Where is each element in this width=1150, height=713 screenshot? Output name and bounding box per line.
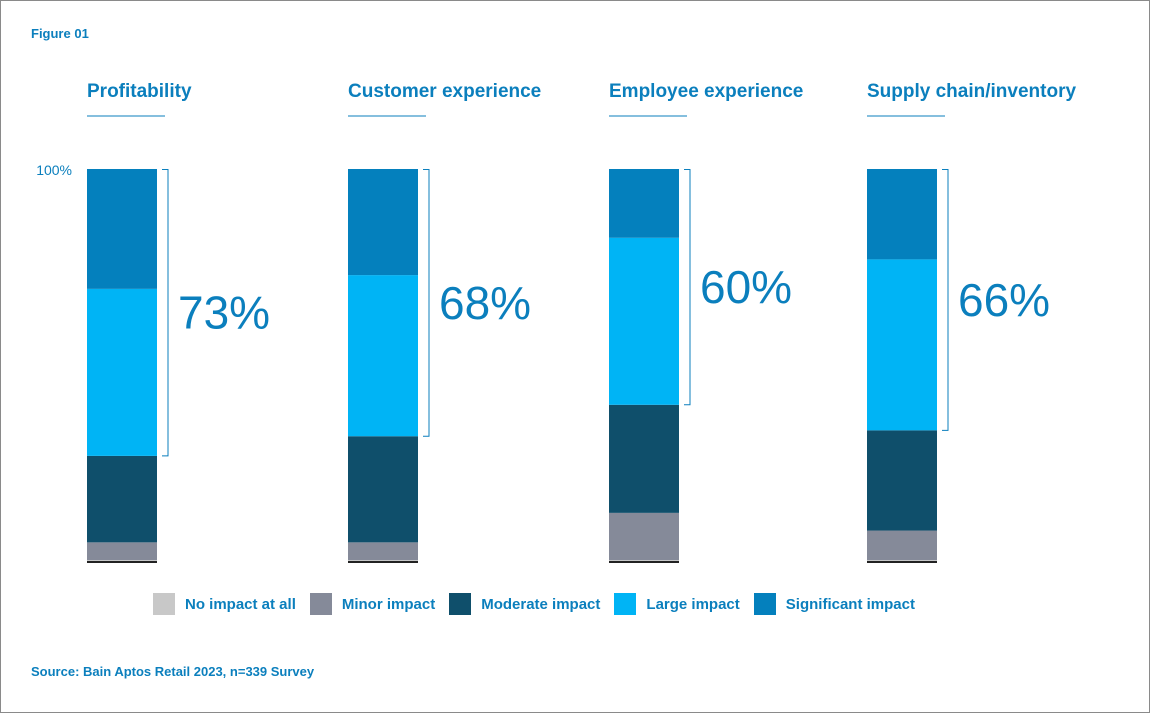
bar-segment-profitability-minor-impact xyxy=(87,542,157,561)
legend-label-moderate-impact: Moderate impact xyxy=(481,595,601,613)
bar-segment-customer-experience-minor-impact xyxy=(348,542,418,561)
bracket-profitability xyxy=(162,169,169,457)
combined-percent-profitability: 73% xyxy=(178,287,270,339)
combined-percent-supply-chain-inventory: 66% xyxy=(958,274,1050,326)
category-title-customer-experience: Customer experience xyxy=(348,81,541,102)
category-title-profitability: Profitability xyxy=(87,81,192,102)
bar-segment-profitability-large-impact xyxy=(87,288,157,456)
legend-label-significant-impact: Significant impact xyxy=(785,595,915,613)
bar-segment-supply-chain-inventory-moderate-impact xyxy=(867,430,937,531)
bar-segment-profitability-significant-impact xyxy=(87,169,157,289)
bracket-employee-experience xyxy=(684,169,691,406)
bar-segment-employee-experience-moderate-impact xyxy=(609,404,679,513)
legend-item-no-impact-at-all: No impact at all xyxy=(153,593,296,615)
figure-label: Figure 01 xyxy=(31,26,89,41)
bar-segment-customer-experience-significant-impact xyxy=(348,169,418,276)
legend-item-large-impact: Large impact xyxy=(614,593,740,615)
bracket-supply-chain-inventory xyxy=(942,169,949,431)
legend-swatch-large-impact xyxy=(614,593,637,615)
legend-swatch-no-impact-at-all xyxy=(153,593,175,615)
category-title-employee-experience: Employee experience xyxy=(609,81,803,102)
legend-item-significant-impact: Significant impact xyxy=(753,593,915,615)
bar-segment-profitability-moderate-impact xyxy=(87,455,157,543)
category-title-supply-chain-inventory: Supply chain/inventory xyxy=(867,81,1076,102)
legend-swatch-moderate-impact xyxy=(449,593,472,615)
bar-segment-employee-experience-significant-impact xyxy=(609,169,679,238)
legend-item-minor-impact: Minor impact xyxy=(309,593,436,615)
bar-segment-employee-experience-minor-impact xyxy=(609,512,679,561)
bar-segment-supply-chain-inventory-large-impact xyxy=(867,259,937,431)
bar-segment-employee-experience-large-impact xyxy=(609,237,679,405)
combined-percent-customer-experience: 68% xyxy=(439,277,531,329)
bar-segment-customer-experience-moderate-impact xyxy=(348,436,418,543)
legend-label-minor-impact: Minor impact xyxy=(341,595,436,613)
bar-segment-supply-chain-inventory-minor-impact xyxy=(867,530,937,561)
legend-label-large-impact: Large impact xyxy=(646,595,740,613)
y-tick-label-100: 100% xyxy=(36,162,72,178)
chart-legend: No impact at all Minor impact Moderate imp… xyxy=(153,593,929,615)
legend-label-no-impact-at-all: No impact at all xyxy=(185,595,296,613)
bar-segment-supply-chain-inventory-significant-impact xyxy=(867,169,937,260)
legend-item-moderate-impact: Moderate impact xyxy=(449,593,600,615)
combined-percent-employee-experience: 60% xyxy=(700,261,792,313)
source-note: Source: Bain Aptos Retail 2023, n=339 Su… xyxy=(31,664,315,679)
legend-swatch-minor-impact xyxy=(309,593,332,615)
bar-segment-customer-experience-large-impact xyxy=(348,275,418,437)
bracket-customer-experience xyxy=(423,169,430,437)
legend-swatch-significant-impact xyxy=(753,593,776,615)
